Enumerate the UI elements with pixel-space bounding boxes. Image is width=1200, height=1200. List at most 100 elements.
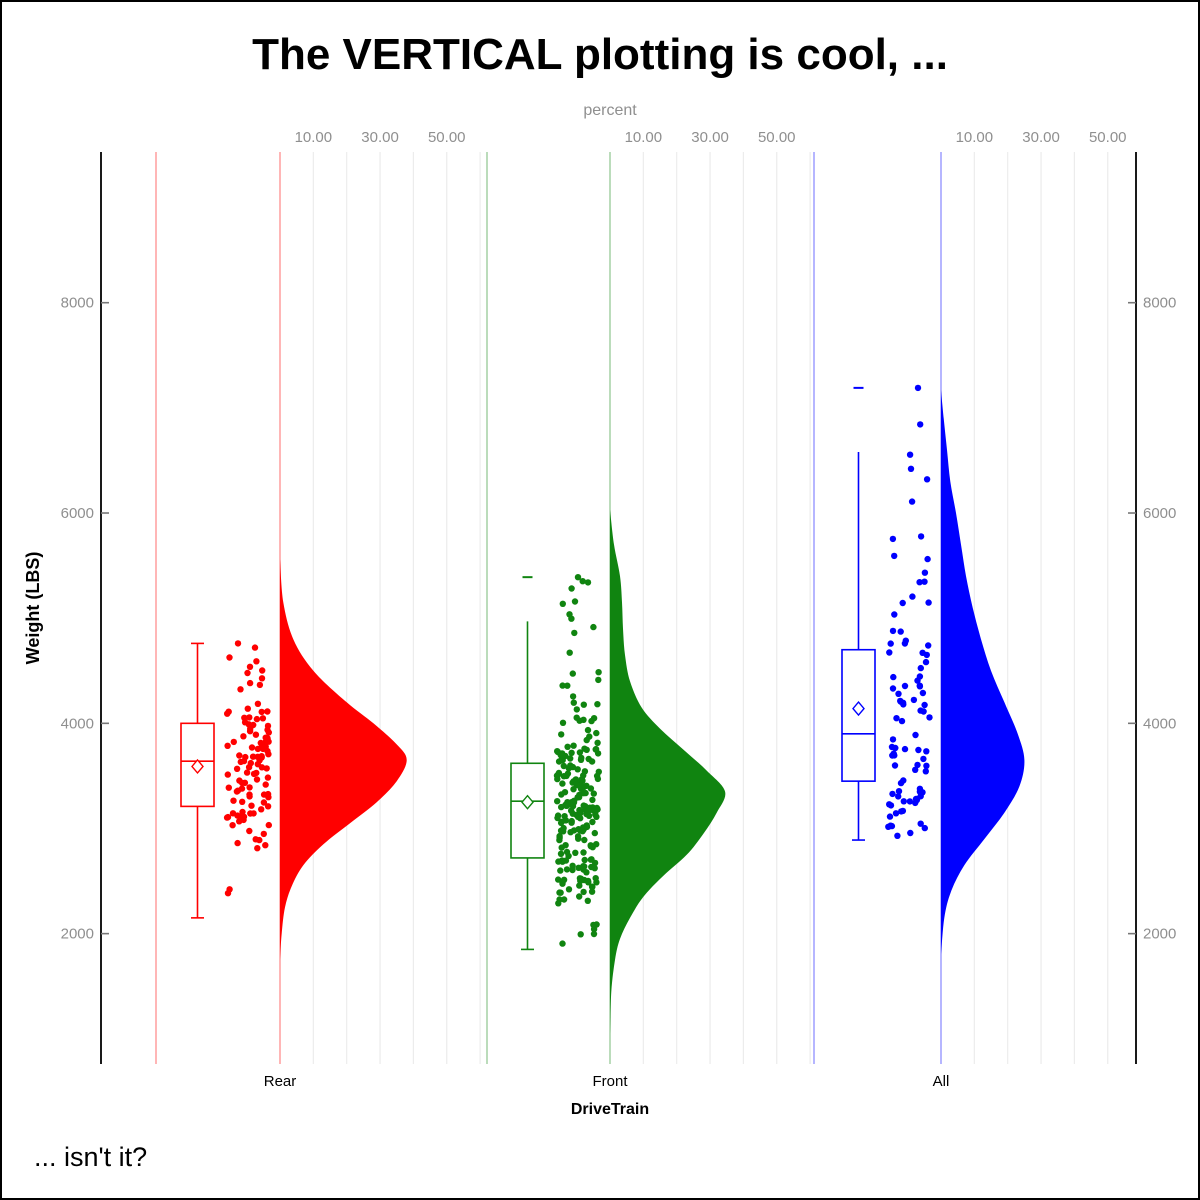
data-point xyxy=(898,717,906,725)
data-point xyxy=(594,806,601,813)
data-point xyxy=(926,714,933,721)
data-point xyxy=(569,862,576,869)
data-point xyxy=(591,859,599,867)
data-point xyxy=(242,753,249,761)
y-tick-label: 8000 xyxy=(61,295,94,312)
data-point xyxy=(561,789,569,796)
data-point xyxy=(234,640,242,647)
data-point xyxy=(888,822,896,830)
data-point xyxy=(570,799,578,806)
data-point xyxy=(917,533,925,540)
data-point xyxy=(559,940,566,947)
data-point xyxy=(914,384,922,392)
data-point xyxy=(224,710,231,717)
data-point xyxy=(920,708,927,715)
data-point xyxy=(580,849,587,856)
data-point xyxy=(897,779,905,787)
data-point xyxy=(886,801,893,808)
half-violin-front xyxy=(610,509,726,1035)
data-point xyxy=(576,749,584,756)
jitter-points-front xyxy=(553,574,602,947)
percent-tick-label: 10.00 xyxy=(625,129,663,146)
data-point xyxy=(265,821,272,829)
data-point xyxy=(898,808,905,815)
data-point xyxy=(567,829,574,836)
data-point xyxy=(922,658,930,666)
data-point xyxy=(566,649,573,656)
data-point xyxy=(577,809,584,817)
data-point xyxy=(915,746,922,754)
data-point xyxy=(921,701,928,709)
data-point xyxy=(584,877,592,885)
data-point xyxy=(254,745,262,753)
data-point xyxy=(258,708,265,716)
data-point xyxy=(923,476,931,483)
data-point xyxy=(233,765,241,772)
data-point xyxy=(563,866,571,873)
axis-layer xyxy=(100,152,1137,1064)
data-point xyxy=(584,579,592,586)
data-point xyxy=(891,762,899,769)
data-point xyxy=(568,585,575,592)
data-point xyxy=(253,776,261,783)
data-point xyxy=(259,667,266,674)
data-point xyxy=(891,611,898,618)
data-point xyxy=(568,817,575,825)
data-point xyxy=(564,682,571,689)
data-point xyxy=(589,796,596,804)
data-point xyxy=(579,578,586,585)
box-plot-front xyxy=(510,576,545,951)
data-point xyxy=(556,834,563,842)
data-point xyxy=(577,756,585,763)
y-tick-label: 2000 xyxy=(1143,926,1176,943)
series-layer xyxy=(180,384,1025,1035)
data-point xyxy=(593,729,600,737)
data-point xyxy=(563,848,571,856)
data-point xyxy=(901,682,909,690)
data-point xyxy=(574,766,581,773)
data-point xyxy=(591,829,598,837)
data-point xyxy=(588,888,596,895)
data-point xyxy=(259,745,267,753)
data-point xyxy=(253,769,260,777)
data-point xyxy=(584,897,591,904)
data-point xyxy=(260,799,268,806)
data-point xyxy=(229,822,236,829)
data-point xyxy=(886,813,894,820)
half-violin-all xyxy=(941,390,1025,955)
top-axis-label: percent xyxy=(583,102,637,119)
data-point xyxy=(921,824,928,832)
data-point xyxy=(239,798,246,805)
data-point xyxy=(224,742,231,749)
data-point xyxy=(889,685,897,692)
data-point xyxy=(241,719,249,726)
data-point xyxy=(925,599,932,606)
data-point xyxy=(891,752,898,759)
percent-tick-label: 30.00 xyxy=(1022,129,1060,146)
group-front xyxy=(510,509,726,1035)
data-point xyxy=(910,696,918,704)
data-point xyxy=(258,764,266,771)
half-violin-rear xyxy=(280,559,407,960)
data-point xyxy=(925,642,932,649)
data-point xyxy=(889,535,897,543)
iqr-box xyxy=(510,762,545,859)
data-point xyxy=(248,802,255,809)
data-point xyxy=(580,701,587,708)
data-point xyxy=(555,858,562,865)
data-point xyxy=(245,764,253,771)
data-point xyxy=(264,726,271,734)
data-point xyxy=(236,752,243,759)
data-point xyxy=(244,705,251,712)
data-point xyxy=(557,867,564,874)
data-point xyxy=(899,599,906,607)
data-point xyxy=(262,842,269,849)
data-point xyxy=(897,628,904,635)
data-point xyxy=(575,864,582,871)
data-point xyxy=(260,791,268,798)
data-point xyxy=(590,925,598,933)
data-point xyxy=(592,875,599,882)
data-point xyxy=(583,746,590,753)
data-point xyxy=(891,552,898,560)
